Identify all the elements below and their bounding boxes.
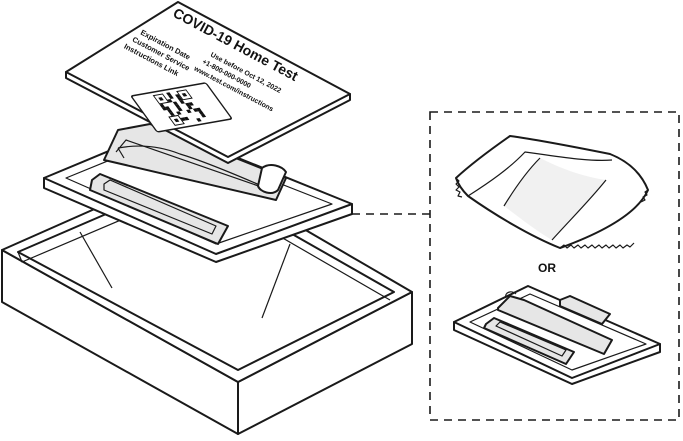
qr-finder-center	[173, 118, 180, 123]
qr-module	[186, 109, 192, 114]
qr-module	[177, 97, 183, 101]
qr-module	[198, 110, 204, 115]
qr-module	[184, 102, 191, 107]
qr-module	[188, 102, 194, 106]
qr-module	[168, 95, 174, 99]
qr-module	[176, 111, 182, 115]
qr-module	[172, 101, 179, 106]
qr-finder-center	[158, 97, 164, 101]
qr-module	[180, 117, 187, 121]
qr-code	[131, 82, 232, 133]
alternatives-frame	[429, 111, 680, 421]
qr-module	[164, 106, 171, 110]
qr-module	[159, 103, 165, 108]
info-card: COVID-19 Home Test Expiration Date Custo…	[65, 1, 351, 164]
alternate-tray	[453, 285, 661, 385]
qr-module	[161, 106, 168, 111]
qr-module	[187, 105, 193, 110]
or-separator: OR	[538, 261, 556, 275]
qr-finder	[152, 93, 170, 105]
qr-module	[192, 108, 199, 112]
qr-module	[174, 94, 181, 98]
qr-module	[196, 118, 202, 122]
qr-module	[179, 100, 185, 104]
qr-module	[166, 92, 172, 96]
qr-module	[169, 112, 175, 117]
qr-module	[196, 107, 202, 112]
qr-module	[167, 98, 173, 103]
qr-finder	[176, 89, 193, 101]
qr-module	[174, 104, 181, 109]
test-tray	[43, 123, 353, 263]
foil-pouch	[455, 135, 649, 249]
qr-finder	[168, 114, 185, 126]
qr-module	[183, 116, 190, 121]
qr-module	[167, 109, 173, 113]
qr-module	[177, 107, 183, 112]
qr-module	[200, 113, 207, 118]
qr-finder-center	[181, 92, 188, 97]
